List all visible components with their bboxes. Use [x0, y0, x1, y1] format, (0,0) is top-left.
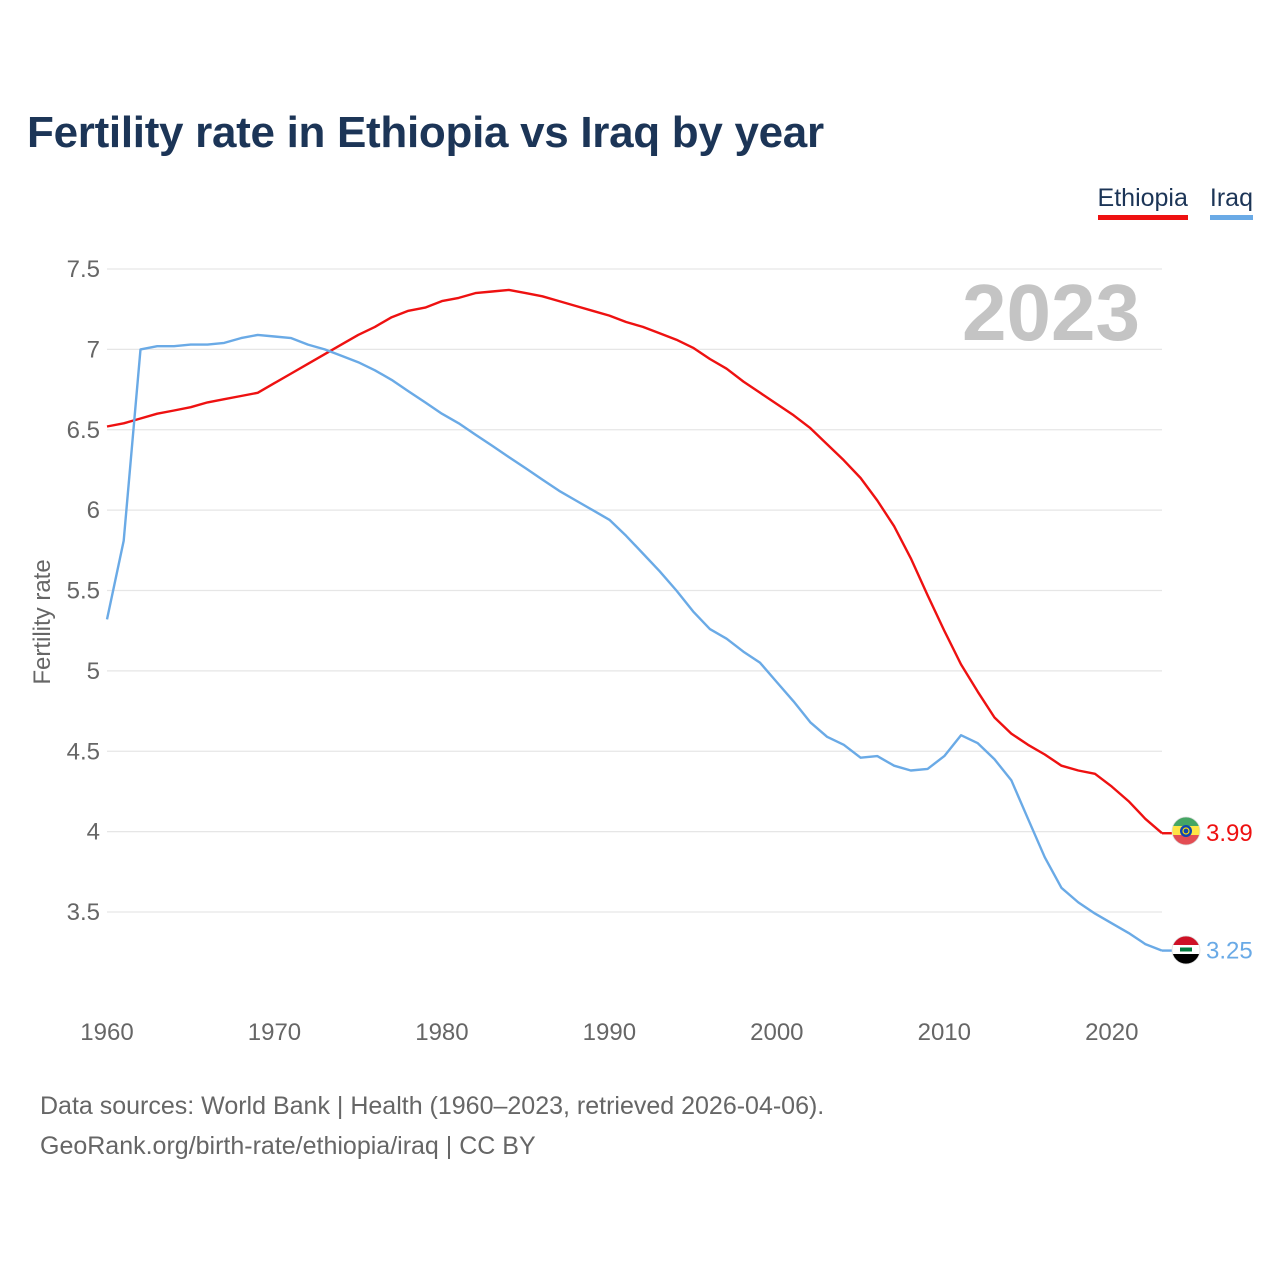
y-tick-label: 7 — [87, 336, 100, 363]
x-tick-label: 1980 — [415, 1019, 468, 1046]
x-tick-label: 2020 — [1085, 1019, 1138, 1046]
x-tick-label: 1970 — [248, 1019, 301, 1046]
y-tick-label: 4.5 — [67, 738, 100, 765]
y-axis-ticks: 3.5 4 4.5 5 5.5 6 6.5 7 7.5 — [67, 256, 100, 926]
current-year-watermark: 2023 — [962, 268, 1140, 357]
series-line-ethiopia — [106, 288, 1163, 835]
source-credit-link[interactable]: GeoRank.org/birth-rate/ethiopia/iraq | C… — [40, 1132, 536, 1160]
y-axis-label: Fertility rate — [29, 559, 56, 684]
end-value-label-ethiopia: 3.99 — [1206, 820, 1253, 847]
iraq-flag-icon — [1171, 935, 1201, 965]
y-tick-label: 5 — [87, 658, 100, 685]
x-tick-label: 1960 — [80, 1019, 133, 1046]
end-value-label-iraq: 3.25 — [1206, 938, 1253, 965]
data-sources: Data sources: World Bank | Health (1960–… — [40, 1092, 825, 1120]
series-line-iraq — [105, 333, 1163, 952]
y-tick-label: 7.5 — [67, 256, 100, 283]
footer: Data sources: World Bank | Health (1960–… — [40, 1086, 824, 1166]
y-tick-label: 6.5 — [67, 417, 100, 444]
y-tick-label: 5.5 — [67, 578, 100, 605]
legend-item-iraq[interactable]: Iraq — [1209, 183, 1253, 220]
legend: Ethiopia Iraq — [1097, 183, 1253, 220]
x-axis-ticks: 1960 1970 1980 1990 2000 2010 2020 — [80, 1019, 1138, 1046]
y-tick-label: 6 — [87, 497, 100, 524]
grid-lines — [107, 268, 1162, 913]
x-tick-label: 1990 — [583, 1019, 636, 1046]
legend-item-ethiopia[interactable]: Ethiopia — [1097, 183, 1188, 220]
ethiopia-flag-icon — [1171, 816, 1201, 846]
x-tick-label: 2010 — [918, 1019, 971, 1046]
y-tick-label: 3.5 — [67, 899, 100, 926]
y-tick-label: 4 — [87, 819, 100, 846]
x-tick-label: 2000 — [750, 1019, 803, 1046]
page-title: Fertility rate in Ethiopia vs Iraq by ye… — [27, 108, 824, 157]
